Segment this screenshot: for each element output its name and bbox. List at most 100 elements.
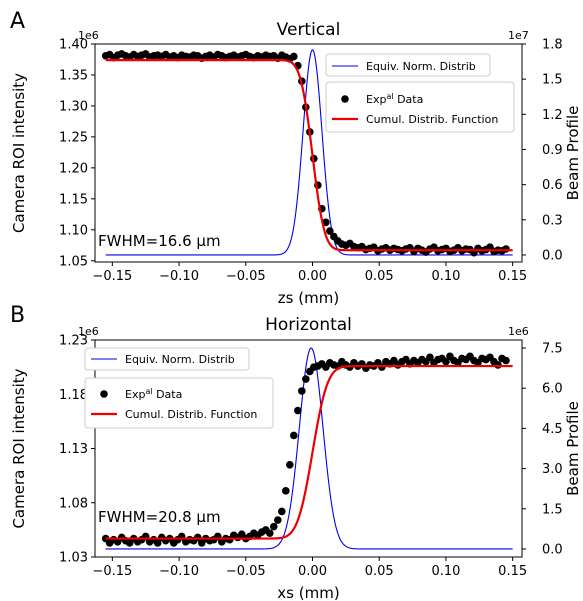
- data-point: [294, 406, 302, 415]
- y2-axis-label: Beam Profile: [564, 106, 582, 201]
- y2-tick-label: 0.6: [542, 178, 563, 193]
- x-tick-label: 0.15: [498, 269, 527, 284]
- data-point: [426, 353, 434, 362]
- x-tick-label: 0.05: [365, 269, 394, 284]
- data-point: [270, 522, 278, 531]
- x-tick-label: 0.10: [431, 269, 460, 284]
- x-tick-label: −0.10: [159, 564, 199, 579]
- y-tick-label: 1.13: [59, 442, 88, 457]
- plot-frame: [94, 339, 523, 558]
- y-tick-label: 1.03: [59, 551, 88, 566]
- chart-title: Vertical: [277, 20, 341, 40]
- x-tick-label: 0.05: [365, 564, 394, 579]
- y2-tick-label: 3.0: [542, 462, 563, 477]
- x-tick-label: 0.15: [498, 564, 527, 579]
- x-tick-label: 0.00: [298, 564, 327, 579]
- series-gaussian-line: [105, 49, 513, 256]
- legend-box: [84, 347, 250, 371]
- y-tick-label: 1.35: [59, 68, 88, 83]
- plot-area: [101, 49, 513, 257]
- y2-tick-label: 0.9: [542, 143, 563, 158]
- legend-label: Equiv. Norm. Distrib: [125, 353, 235, 366]
- data-point: [282, 487, 290, 495]
- series-cdf-line: [105, 364, 513, 540]
- y-axis-label: Camera ROI intensity: [10, 368, 28, 528]
- x-tick-label: −0.15: [92, 269, 132, 284]
- data-point: [286, 460, 294, 469]
- fwhm-annotation: FWHM=20.8 µm: [98, 508, 221, 526]
- panel-label: B: [10, 303, 25, 328]
- x-axis-label: zs (mm): [278, 289, 339, 307]
- data-point: [266, 529, 274, 537]
- plot-area: [101, 347, 513, 550]
- legend-box: [325, 53, 491, 77]
- y2-tick-label: 7.5: [542, 342, 563, 357]
- legend-box: [84, 377, 274, 429]
- series-gaussian-line: [105, 347, 513, 550]
- data-point: [442, 357, 450, 366]
- legend-top: Equiv. Norm. Distrib: [325, 53, 491, 77]
- y-offset-text: 1e6: [78, 29, 99, 42]
- data-point: [502, 356, 510, 365]
- legend-bottom: Expal Data Cumul. Distrib. Function: [84, 377, 274, 429]
- data-point: [290, 431, 298, 440]
- x-axis-label: xs (mm): [277, 584, 339, 601]
- data-point: [153, 539, 162, 547]
- data-point: [290, 52, 298, 61]
- data-point: [274, 516, 282, 524]
- legend-swatch-marker: [341, 95, 349, 103]
- y-tick-label: 1.15: [59, 192, 88, 207]
- y2-tick-label: 1.2: [542, 108, 563, 123]
- y2-tick-label: 6.0: [542, 382, 563, 397]
- x-tick-label: 0.00: [298, 269, 327, 284]
- fwhm-annotation: FWHM=16.6 µm: [98, 232, 221, 250]
- panel-a: A Vertical 1e6 1e7 −0.15 −0.10 −0.05 0.00 0.05 0.…: [10, 9, 582, 307]
- y-tick-label: 1.05: [59, 254, 88, 269]
- chart-title: Horizontal: [265, 315, 352, 335]
- legend-label: Expal Data: [366, 92, 423, 106]
- y-tick-label: 1.10: [59, 223, 88, 238]
- x-tick-label: 0.10: [431, 564, 460, 579]
- y2-tick-label: 0.0: [542, 248, 563, 263]
- legend-bottom: Expal Data Cumul. Distrib. Function: [325, 81, 515, 133]
- y-tick-label: 1.08: [59, 496, 88, 511]
- x-tick-label: −0.05: [226, 269, 266, 284]
- data-point: [278, 507, 286, 516]
- y2-tick-label: 1.5: [542, 502, 563, 517]
- data-point: [322, 218, 330, 227]
- legend-label: Equiv. Norm. Distrib: [366, 60, 476, 73]
- legend-top: Equiv. Norm. Distrib: [84, 347, 250, 371]
- y-tick-label: 1.25: [59, 130, 88, 145]
- data-point: [326, 227, 334, 235]
- data-point: [298, 387, 306, 395]
- y-tick-label: 1.30: [59, 99, 88, 114]
- series-cdf-line: [105, 59, 513, 252]
- x-tick-label: −0.15: [92, 564, 132, 579]
- y-tick-label: 1.23: [59, 334, 88, 349]
- y-tick-label: 1.40: [59, 38, 88, 53]
- plot-frame: [94, 43, 523, 263]
- data-point: [502, 245, 510, 253]
- y2-tick-label: 1.5: [542, 73, 563, 88]
- x-tick-label: −0.10: [159, 269, 199, 284]
- legend-label: Cumul. Distrib. Function: [366, 113, 498, 126]
- y2-tick-label: 1.8: [542, 38, 563, 53]
- panel-b: B Horizontal 1e6 1e6 −0.15 −0.10 −0.05 0.00 0.05…: [10, 303, 582, 601]
- y2-tick-label: 0.3: [542, 213, 563, 228]
- legend-box: [325, 81, 515, 133]
- y-offset-text: 1e6: [78, 325, 99, 338]
- y-tick-label: 1.20: [59, 161, 88, 176]
- y-axis-label: Camera ROI intensity: [10, 73, 28, 233]
- panel-label: A: [10, 9, 25, 34]
- data-point: [302, 375, 310, 383]
- y2-axis-label: Beam Profile: [564, 401, 582, 496]
- y2-tick-label: 4.5: [542, 422, 563, 437]
- y2-offset-text: 1e7: [508, 29, 529, 42]
- legend-swatch-marker: [100, 390, 108, 398]
- x-tick-label: −0.05: [226, 564, 266, 579]
- y-tick-label: 1.18: [59, 388, 88, 403]
- y2-tick-label: 0.0: [542, 542, 563, 557]
- legend-label: Expal Data: [125, 387, 182, 401]
- legend-label: Cumul. Distrib. Function: [125, 408, 257, 421]
